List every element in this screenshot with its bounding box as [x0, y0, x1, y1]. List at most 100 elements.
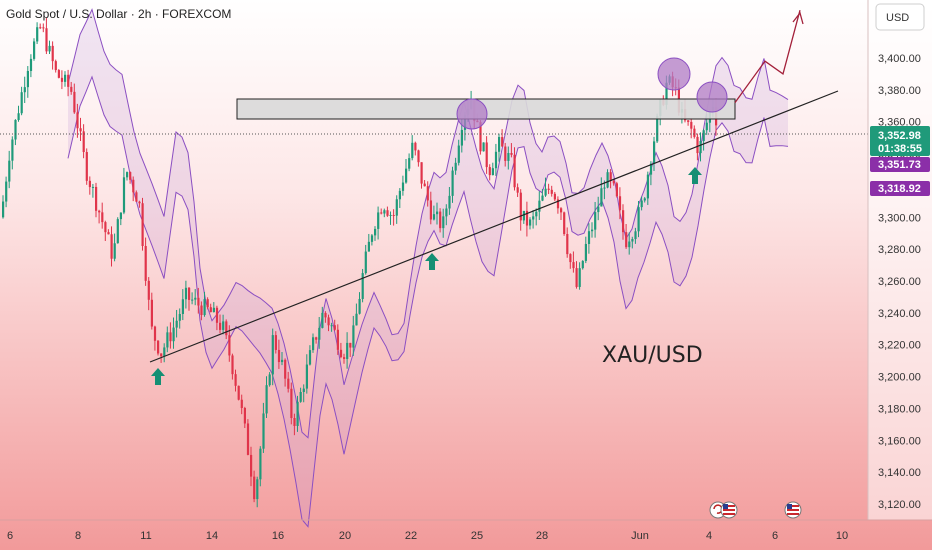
candle [336, 324, 339, 355]
candle [485, 136, 488, 174]
projected-path[interactable] [734, 10, 801, 103]
candle [299, 387, 302, 403]
ascending-trendline[interactable] [149, 90, 839, 363]
time-tick-label: Jun [631, 530, 649, 542]
candle [398, 188, 401, 208]
candle [448, 187, 451, 215]
us-flag-icon[interactable] [784, 501, 802, 519]
candle [172, 317, 175, 349]
price-tick-label: 3,260.00 [878, 276, 921, 288]
candle [293, 413, 296, 436]
candle [687, 120, 690, 126]
candle [42, 23, 45, 33]
candle [11, 136, 14, 170]
top-marker-circle[interactable] [657, 57, 691, 91]
candle [426, 181, 429, 207]
candle [386, 206, 389, 217]
candle [333, 319, 336, 331]
candle [191, 292, 194, 305]
last-price-tag [870, 126, 930, 156]
candle [581, 260, 584, 270]
candle [259, 446, 262, 487]
candle [274, 331, 277, 354]
candle [572, 251, 575, 273]
top-marker-circle[interactable] [696, 81, 728, 113]
candle [352, 315, 355, 356]
candle [457, 139, 460, 166]
time-tick-label: 14 [206, 530, 218, 542]
candle [367, 233, 370, 252]
candle [166, 326, 169, 353]
candle [349, 342, 352, 357]
candle [324, 311, 327, 323]
candle [355, 303, 358, 326]
candle [250, 446, 253, 487]
candle [442, 208, 445, 238]
candle [219, 314, 222, 334]
top-marker-circle[interactable] [456, 98, 488, 130]
candle [640, 196, 643, 211]
candle [95, 182, 98, 218]
candle [600, 177, 603, 207]
candle [126, 171, 129, 181]
candle [157, 340, 160, 356]
candle [107, 229, 110, 235]
candle [547, 183, 550, 195]
candle [243, 406, 246, 428]
price-axis-panel [868, 0, 932, 520]
time-axis-labels: 6 8 11 14 16 20 22 25 28 Jun 4 6 10 [7, 530, 848, 542]
candle [45, 17, 48, 55]
price-tick-label: 3,240.00 [878, 308, 921, 320]
currency-button[interactable] [875, 3, 925, 31]
candle [119, 212, 122, 226]
candle [538, 191, 541, 220]
candle [237, 385, 240, 401]
candle [91, 183, 95, 198]
candle [606, 169, 609, 189]
candle [147, 277, 150, 311]
candle [401, 175, 405, 196]
time-tick-label: 20 [339, 530, 351, 542]
candle [625, 223, 628, 249]
candle [54, 59, 57, 73]
candle [116, 217, 119, 244]
candle [432, 205, 436, 221]
candle [622, 204, 625, 240]
candle [206, 297, 209, 310]
candle [569, 253, 572, 269]
candle [175, 309, 178, 338]
candle [504, 142, 507, 167]
candle [690, 118, 693, 139]
candle [231, 353, 234, 380]
symbol-title: Gold Spot / U.S. Dollar · 2h · FOREXCOM [6, 7, 231, 21]
candle [88, 176, 91, 195]
candle [560, 207, 563, 221]
us-flag-icon[interactable] [720, 501, 738, 519]
candle [284, 358, 287, 387]
projection-arrowhead-icon [792, 11, 804, 25]
candle [429, 191, 432, 225]
candle [138, 200, 141, 208]
candle [48, 40, 51, 55]
candle [79, 117, 82, 141]
candle [234, 369, 237, 392]
candle [215, 305, 219, 331]
candle [188, 286, 191, 311]
candle [302, 384, 305, 403]
candle [541, 188, 544, 202]
time-tick-label: 6 [7, 530, 13, 542]
candle [439, 208, 442, 233]
candle [5, 176, 8, 208]
candle [308, 345, 312, 366]
candle [296, 395, 299, 432]
candle [85, 148, 88, 185]
candle [265, 376, 268, 419]
candle [281, 351, 284, 366]
candle [256, 476, 259, 508]
candle [380, 208, 383, 215]
candle [104, 220, 107, 241]
candle [271, 328, 274, 386]
candle [498, 133, 501, 162]
